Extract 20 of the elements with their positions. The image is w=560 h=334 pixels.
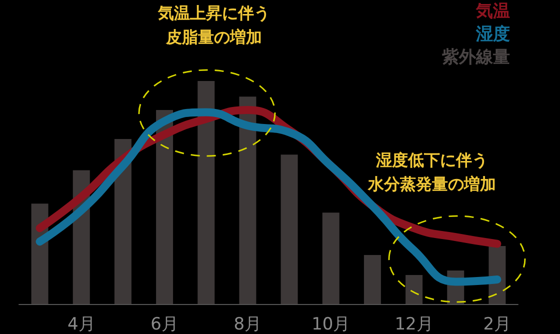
bar — [156, 110, 174, 304]
annotation: 水分蒸発量の増加 — [367, 174, 496, 194]
text: 気温 — [475, 2, 510, 22]
annotation: 湿度低下に伴う — [375, 150, 488, 170]
bar — [322, 212, 340, 304]
text: 紫外線量 — [441, 48, 510, 68]
bar — [198, 81, 215, 304]
x-tick-label: 10月 — [312, 314, 350, 334]
bar — [239, 96, 256, 304]
x-tick-label: 6月 — [150, 314, 178, 334]
x-tick-label: 8月 — [234, 314, 262, 334]
text: 気温上昇に伴う — [157, 4, 270, 22]
bar — [280, 154, 298, 304]
x-tick-label: 2月 — [483, 314, 512, 334]
bar — [364, 254, 381, 304]
text: 皮脂量の増加 — [165, 28, 262, 46]
x-tick-label: 4月 — [67, 314, 96, 334]
x-tick-label: 12月 — [394, 314, 434, 334]
text: 湿度 — [475, 24, 510, 44]
bar — [406, 275, 423, 304]
